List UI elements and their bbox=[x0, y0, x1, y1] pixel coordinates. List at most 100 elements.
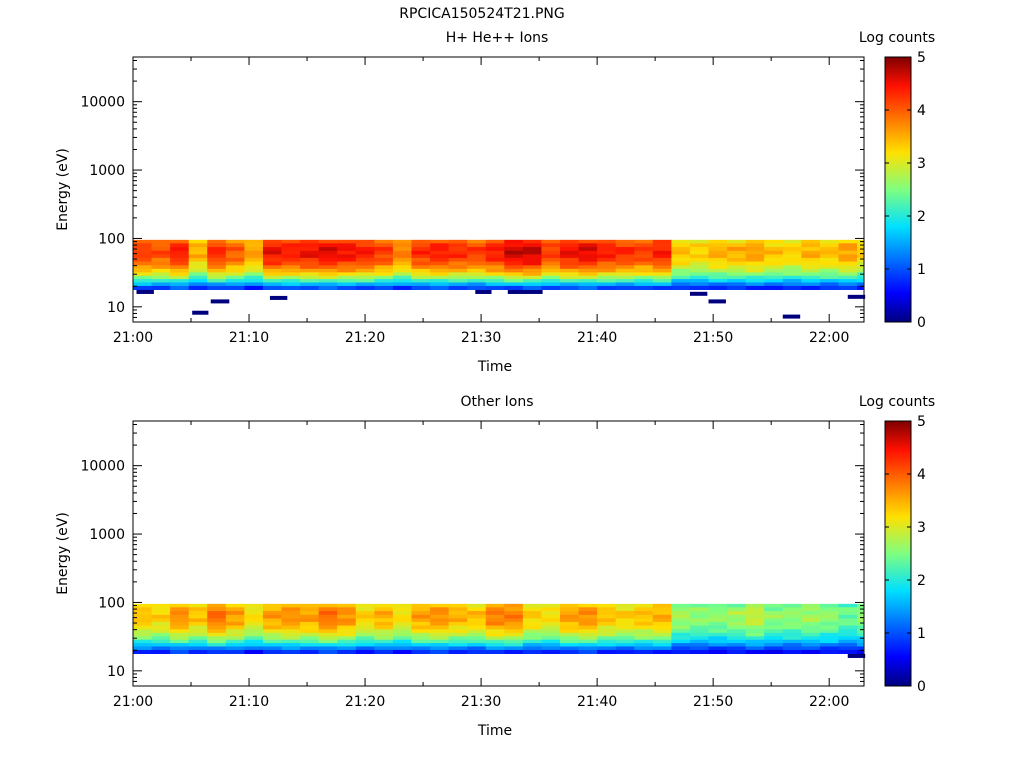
heatmap-cell bbox=[634, 250, 654, 255]
heatmap-cell bbox=[485, 611, 505, 616]
heatmap-cell bbox=[522, 607, 542, 612]
heatmap-cell bbox=[541, 611, 561, 616]
heatmap-cell bbox=[133, 621, 152, 626]
heatmap-cell bbox=[430, 632, 450, 637]
colorbar-ticks: 0 1 2 3 4 5 bbox=[885, 50, 926, 331]
heatmap-cell bbox=[838, 247, 858, 252]
heatmap-cell bbox=[764, 268, 784, 273]
heatmap-cell bbox=[689, 247, 709, 252]
heatmap-cell bbox=[244, 257, 264, 262]
heatmap-cell bbox=[745, 275, 765, 280]
heatmap-cell bbox=[281, 643, 301, 647]
heatmap-cell bbox=[634, 279, 654, 283]
heatmap-cell bbox=[727, 636, 747, 641]
heatmap-cell bbox=[485, 261, 505, 266]
heatmap-cell bbox=[838, 254, 858, 259]
heatmap-cell bbox=[541, 247, 561, 252]
heatmap-cell bbox=[151, 275, 171, 280]
heatmap-cell bbox=[801, 239, 821, 244]
heatmap-cell bbox=[764, 649, 784, 654]
heatmap-cell bbox=[300, 285, 320, 290]
heatmap-cell bbox=[578, 632, 598, 637]
heatmap-cell bbox=[522, 285, 542, 290]
heatmap-cell bbox=[801, 643, 821, 647]
heatmap-cell bbox=[244, 268, 264, 273]
heatmap-cell bbox=[634, 282, 654, 287]
heatmap-cell bbox=[262, 239, 282, 244]
heatmap-cell bbox=[615, 621, 635, 626]
heatmap-cell bbox=[597, 646, 617, 651]
heatmap-cell bbox=[634, 268, 654, 273]
heatmap-cell bbox=[133, 243, 152, 248]
heatmap-cell bbox=[745, 279, 765, 283]
heatmap-cell bbox=[430, 603, 450, 608]
heatmap-cell bbox=[374, 275, 394, 280]
heatmap-cell bbox=[745, 247, 765, 252]
heatmap-cell bbox=[467, 636, 487, 641]
heatmap-cell bbox=[597, 643, 617, 647]
heatmap-cell bbox=[689, 275, 709, 280]
heatmap-cell bbox=[504, 636, 524, 641]
heatmap-cell bbox=[207, 632, 227, 637]
heatmap-cell bbox=[374, 282, 394, 287]
heatmap-cell bbox=[522, 629, 542, 634]
heatmap-cell bbox=[838, 282, 858, 287]
heatmap-cell bbox=[430, 261, 450, 266]
heatmap-cell bbox=[504, 239, 524, 244]
heatmap-cell bbox=[819, 643, 839, 647]
heatmap-cell bbox=[170, 639, 190, 644]
heatmap-cell bbox=[392, 272, 412, 277]
heatmap-cell bbox=[838, 250, 858, 255]
y-tick-label: 10 bbox=[107, 300, 125, 316]
heatmap-cell bbox=[244, 629, 264, 634]
heatmap-cell bbox=[262, 629, 282, 634]
low-count-point bbox=[689, 291, 708, 296]
heatmap-cell bbox=[857, 282, 864, 287]
heatmap-cell bbox=[133, 607, 152, 612]
heatmap-cell bbox=[578, 285, 598, 290]
x-tick-label: 22:00 bbox=[809, 694, 849, 710]
heatmap-cell bbox=[448, 261, 468, 266]
heatmap-cell bbox=[597, 618, 617, 623]
heatmap-cell bbox=[485, 639, 505, 644]
heatmap-cell bbox=[467, 639, 487, 644]
heatmap-cell bbox=[782, 268, 802, 273]
heatmap-cell bbox=[467, 614, 487, 619]
y-tick-label: 1000 bbox=[89, 163, 125, 179]
heatmap-cell bbox=[374, 239, 394, 244]
heatmap-cell bbox=[708, 239, 728, 244]
heatmap-cell bbox=[337, 646, 357, 651]
heatmap-cell bbox=[671, 636, 691, 641]
heatmap-cell bbox=[504, 643, 524, 647]
heatmap-cell bbox=[448, 646, 468, 651]
heatmap-cell bbox=[430, 250, 450, 255]
heatmap-cell bbox=[782, 636, 802, 641]
heatmap-cell bbox=[133, 625, 152, 630]
heatmap-cell bbox=[578, 646, 598, 651]
heatmap-cell bbox=[597, 268, 617, 273]
heatmap-cell bbox=[801, 243, 821, 248]
heatmap-cell bbox=[318, 643, 338, 647]
heatmap-cell bbox=[281, 250, 301, 255]
heatmap-cell bbox=[727, 643, 747, 647]
colorbar-tick-label: 5 bbox=[917, 414, 926, 430]
heatmap-cell bbox=[262, 611, 282, 616]
heatmap-cell bbox=[671, 621, 691, 626]
heatmap-cell bbox=[411, 636, 431, 641]
heatmap-cell bbox=[708, 621, 728, 626]
heatmap-cell bbox=[262, 268, 282, 273]
heatmap-cell bbox=[560, 261, 579, 266]
heatmap-cell bbox=[782, 646, 802, 651]
heatmap-cell bbox=[485, 272, 505, 277]
heatmap-cell bbox=[207, 265, 227, 270]
heatmap-cell bbox=[318, 607, 338, 612]
heatmap-cell bbox=[560, 646, 579, 651]
heatmap-cell bbox=[318, 618, 338, 623]
colorbar-tick-label: 3 bbox=[917, 520, 926, 536]
heatmap-cell bbox=[522, 614, 542, 619]
heatmap-cell bbox=[262, 265, 282, 270]
heatmap-cell bbox=[411, 625, 431, 630]
heatmap-cell bbox=[801, 614, 821, 619]
heatmap-cell bbox=[578, 247, 598, 252]
heatmap-cell bbox=[281, 621, 301, 626]
